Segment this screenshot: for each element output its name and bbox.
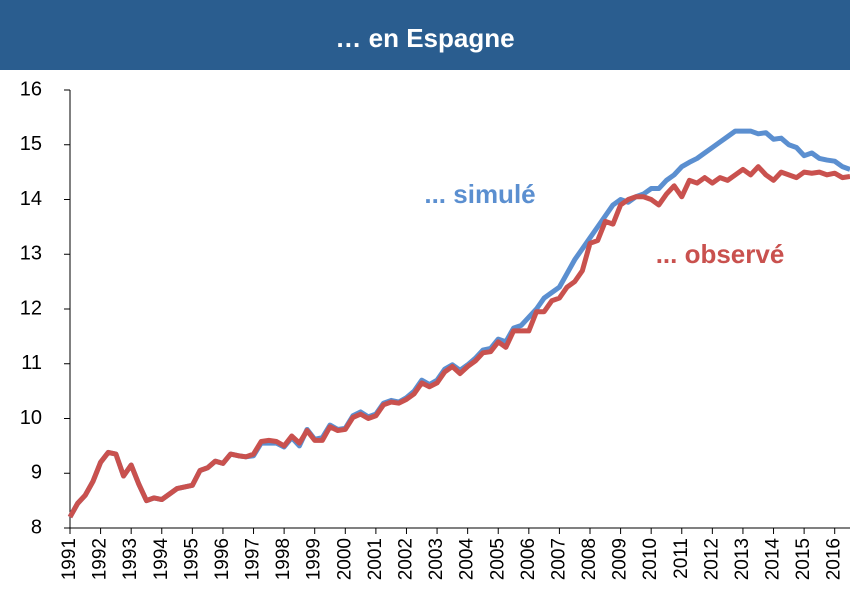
x-tick-label: 2014 (763, 538, 784, 581)
x-tick-label: 1998 (273, 538, 294, 580)
x-tick-label: 2004 (457, 538, 478, 581)
series-label: ... simulé (424, 179, 535, 209)
x-tick-label: 1999 (304, 538, 325, 580)
y-tick-label: 10 (20, 407, 42, 429)
x-tick-label: 1997 (243, 538, 264, 580)
x-tick-label: 2007 (548, 538, 569, 580)
x-tick-label: 1995 (181, 538, 202, 580)
x-tick-label: 2000 (334, 538, 355, 580)
x-tick-label: 2008 (579, 538, 600, 580)
x-tick-label: 2003 (426, 538, 447, 580)
x-tick-label: 2012 (701, 538, 722, 580)
x-tick-label: 1992 (90, 538, 111, 580)
x-tick-label: 2016 (824, 538, 845, 580)
x-tick-label: 2011 (671, 538, 692, 579)
x-tick-label: 2009 (610, 538, 631, 580)
y-tick-label: 13 (20, 243, 42, 265)
y-tick-label: 15 (20, 133, 42, 155)
x-tick-label: 2005 (487, 538, 508, 580)
y-tick-label: 8 (31, 516, 42, 538)
y-tick-label: 12 (20, 297, 42, 319)
series-label: ... observé (656, 239, 785, 269)
x-tick-label: 2013 (732, 538, 753, 580)
x-tick-label: 2010 (640, 538, 661, 580)
x-tick-label: 2002 (395, 538, 416, 580)
title-bar (0, 0, 850, 70)
x-tick-label: 1994 (151, 538, 172, 581)
x-tick-label: 1993 (120, 538, 141, 580)
series-line (67, 164, 850, 519)
x-tick-label: 2006 (518, 538, 539, 580)
x-tick-label: 2001 (365, 538, 386, 580)
y-tick-label: 9 (31, 462, 42, 484)
y-tick-label: 16 (20, 78, 42, 100)
x-tick-label: 1996 (212, 538, 233, 580)
chart-title: … en Espagne (335, 23, 514, 53)
y-tick-label: 14 (20, 188, 42, 210)
x-tick-label: 1991 (59, 538, 80, 580)
y-tick-label: 11 (21, 352, 42, 374)
x-tick-label: 2015 (793, 538, 814, 580)
